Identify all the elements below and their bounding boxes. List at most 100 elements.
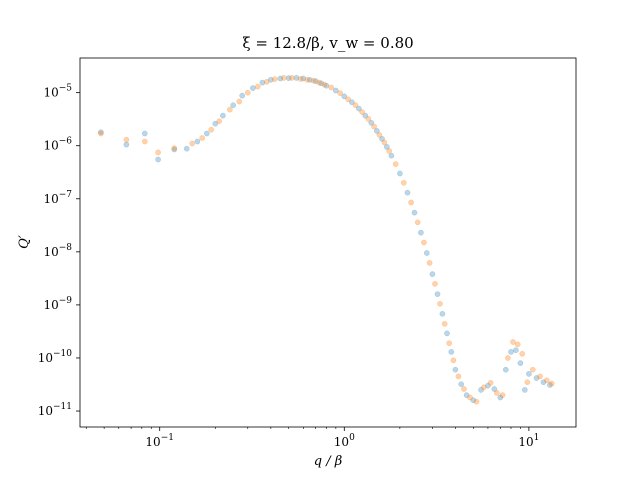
data-point-series-2	[254, 83, 261, 90]
data-point-series-1	[502, 366, 509, 373]
data-points-layer	[98, 75, 555, 405]
data-point-series-1	[220, 112, 226, 119]
data-point-series-1	[513, 347, 519, 354]
data-point-series-2	[365, 116, 372, 122]
data-point-series-2	[271, 76, 278, 82]
data-point-series-1	[383, 144, 390, 150]
data-point-series-1	[318, 80, 325, 87]
data-point-series-1	[404, 189, 411, 196]
data-point-series-2	[236, 98, 243, 105]
data-point-series-2	[450, 357, 457, 364]
data-point-series-1	[250, 85, 256, 91]
data-point-series-1	[388, 152, 395, 159]
chart-title: ξ = 12.8/β, v_w = 0.80	[242, 34, 413, 52]
data-point-series-1	[312, 78, 319, 84]
data-point-series-1	[259, 79, 266, 86]
data-point-series-1	[411, 209, 418, 216]
data-point-series-2	[297, 76, 304, 82]
data-point-series-2	[376, 132, 383, 138]
data-point-series-2	[304, 76, 311, 83]
data-point-series-2	[208, 126, 215, 133]
data-point-series-1	[300, 75, 307, 82]
data-point-series-1	[423, 250, 430, 256]
data-point-series-1	[429, 271, 436, 277]
data-point-series-2	[473, 398, 480, 405]
data-point-series-2	[414, 219, 421, 226]
data-point-series-1	[267, 76, 274, 83]
data-point-series-1	[418, 229, 424, 236]
data-point-series-2	[510, 339, 516, 345]
data-point-series-2	[392, 161, 399, 167]
data-point-series-1	[397, 170, 403, 177]
data-point-series-2	[263, 78, 270, 85]
data-point-series-2	[529, 366, 536, 373]
data-point-series-2	[461, 386, 467, 392]
data-point-series-2	[537, 373, 543, 380]
data-point-series-2	[141, 138, 148, 145]
data-point-series-2	[455, 373, 462, 380]
data-point-series-1	[306, 76, 313, 83]
data-point-series-1	[293, 75, 300, 81]
data-point-series-1	[470, 397, 477, 404]
data-point-series-2	[289, 75, 295, 81]
data-point-series-2	[244, 89, 251, 96]
data-point-series-1	[547, 382, 553, 388]
data-point-series-1	[533, 375, 540, 381]
data-point-series-2	[280, 75, 287, 81]
data-point-series-2	[359, 109, 366, 115]
data-point-series-1	[123, 141, 130, 148]
data-point-series-2	[441, 320, 448, 327]
data-point-series-1	[368, 119, 375, 126]
data-point-series-1	[239, 92, 246, 99]
data-point-series-2	[227, 106, 233, 113]
data-point-series-2	[328, 84, 335, 91]
data-point-series-1	[540, 379, 547, 386]
data-point-series-2	[548, 380, 555, 387]
data-point-series-1	[203, 130, 210, 137]
data-point-series-1	[444, 330, 450, 337]
data-point-series-1	[434, 291, 441, 297]
data-point-series-2	[352, 102, 359, 109]
data-point-series-1	[485, 382, 491, 389]
data-point-series-2	[321, 81, 328, 88]
data-point-series-1	[448, 349, 455, 355]
data-point-series-2	[189, 140, 196, 147]
data-point-series-2	[426, 260, 433, 266]
data-point-series-1	[379, 135, 385, 142]
data-point-series-2	[487, 379, 494, 386]
data-point-series-1	[323, 82, 330, 89]
data-point-series-1	[332, 87, 339, 94]
data-point-series-2	[543, 377, 550, 384]
data-point-series-1	[98, 129, 104, 136]
data-point-series-1	[491, 386, 498, 392]
data-point-series-1	[141, 130, 148, 137]
data-point-series-2	[337, 90, 344, 96]
data-point-series-2	[381, 139, 388, 146]
data-point-series-2	[310, 77, 317, 84]
data-point-series-1	[517, 360, 524, 366]
data-point-series-1	[373, 128, 380, 134]
plot-frame	[79, 57, 577, 428]
data-point-series-1	[356, 105, 362, 112]
data-point-series-2	[514, 341, 521, 348]
data-point-series-1	[497, 394, 504, 401]
data-point-series-1	[521, 387, 528, 393]
data-point-series-2	[98, 130, 104, 137]
data-point-series-2	[505, 355, 511, 361]
data-point-series-1	[230, 102, 237, 109]
x-axis-label: q / β	[314, 454, 342, 469]
data-point-series-1	[155, 156, 161, 163]
data-point-series-1	[171, 146, 178, 153]
data-point-series-2	[123, 136, 130, 143]
data-point-series-2	[216, 118, 223, 125]
data-point-series-1	[212, 120, 219, 127]
data-point-series-2	[345, 96, 352, 103]
data-point-series-2	[386, 148, 393, 154]
data-point-series-2	[524, 379, 531, 386]
data-point-series-1	[508, 349, 514, 355]
data-point-series-1	[439, 310, 446, 317]
data-point-series-2	[171, 145, 178, 151]
data-point-series-1	[285, 75, 292, 81]
data-point-series-1	[194, 138, 201, 145]
